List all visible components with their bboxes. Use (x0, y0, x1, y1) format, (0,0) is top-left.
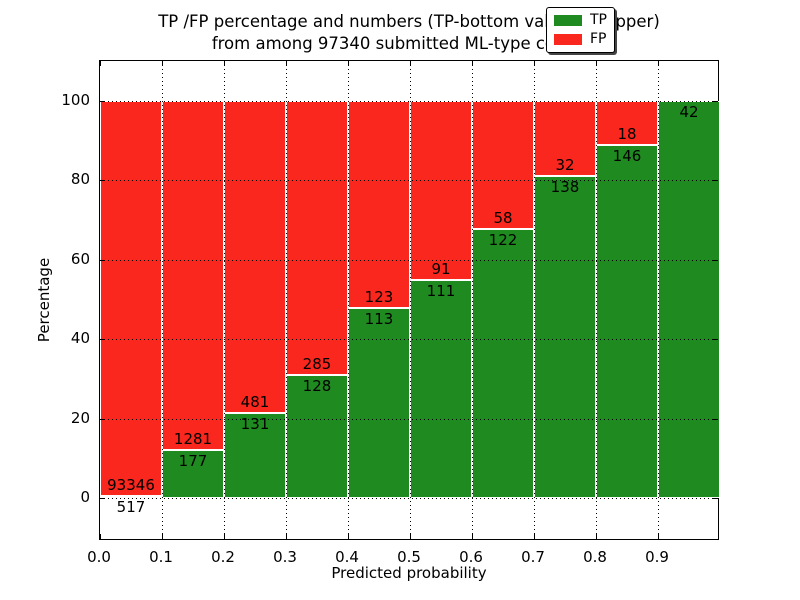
x-tick-label: 0.7 (521, 548, 545, 566)
x-tick-mark (162, 534, 163, 539)
v-gridline (162, 61, 163, 539)
legend-color-patch (554, 15, 582, 26)
x-tick-mark (410, 61, 411, 66)
x-tick-mark (534, 61, 535, 66)
x-tick-label: 0.8 (583, 548, 607, 566)
y-tick-label: 40 (70, 329, 90, 348)
chart-title-line-2: from among 97340 submitted ML-type conta… (211, 34, 607, 53)
x-tick-label: 0.5 (397, 548, 421, 566)
x-tick-mark (410, 534, 411, 539)
y-tick-mark (100, 418, 105, 420)
x-tick-label: 0.3 (273, 548, 297, 566)
x-tick-mark (348, 534, 349, 539)
bar-fp-segment (286, 101, 348, 375)
x-tick-mark (658, 61, 659, 66)
y-tick-mark (713, 418, 718, 420)
x-tick-mark (286, 534, 287, 539)
bar-tp-segment (658, 101, 720, 498)
y-tick-mark (713, 498, 718, 499)
bar-tp-segment (410, 279, 472, 498)
legend-item-label: TP (590, 12, 607, 28)
legend: TP FP (546, 7, 615, 53)
x-tick-label: 0.9 (645, 548, 669, 566)
x-tick-mark (348, 61, 349, 66)
x-tick-label: 0.2 (211, 548, 235, 566)
h-gridline (100, 259, 718, 261)
x-tick-mark (658, 534, 659, 539)
bar-fp-segment (472, 101, 534, 229)
y-tick-mark (713, 339, 718, 341)
v-gridline (534, 61, 535, 539)
x-tick-label: 0.0 (87, 548, 111, 566)
y-tick-mark (713, 180, 718, 182)
h-gridline (100, 180, 718, 182)
bar-tp-segment (100, 495, 162, 498)
bar-tp-segment (596, 144, 658, 498)
x-tick-mark (472, 534, 473, 539)
y-tick-label: 60 (70, 249, 90, 268)
x-tick-label: 0.4 (335, 548, 359, 566)
x-tick-label: 0.1 (149, 548, 173, 566)
bar-tp-segment (348, 307, 410, 498)
y-tick-label: 20 (70, 408, 90, 427)
x-tick-mark (596, 61, 597, 66)
x-tick-mark (534, 534, 535, 539)
v-gridline (348, 61, 349, 539)
x-tick-label: 0.6 (459, 548, 483, 566)
bar-tp-segment (162, 449, 224, 498)
y-tick-label: 0 (80, 488, 90, 506)
bar-tp-segment (224, 413, 286, 498)
bar-fp-segment (596, 101, 658, 145)
bar-tp-segment (472, 228, 534, 498)
x-tick-mark (162, 61, 163, 66)
legend-item: TP (554, 13, 607, 28)
x-tick-mark (596, 534, 597, 539)
y-tick-mark (713, 101, 718, 102)
plot-area: 93346 517 1281 177 481 131 285 128 123 113 91 111 58… (99, 60, 720, 540)
v-gridline (224, 61, 225, 539)
x-tick-mark (100, 61, 101, 66)
bar-fp-segment (534, 101, 596, 176)
y-tick-mark (100, 101, 105, 102)
x-tick-mark (100, 534, 101, 539)
v-gridline (596, 61, 597, 539)
h-gridline (100, 498, 718, 499)
bar-fp-segment (100, 101, 162, 496)
x-tick-mark (224, 534, 225, 539)
x-axis-label: Predicted probability (331, 564, 487, 582)
h-gridline (100, 418, 718, 420)
tp-count-label: 517 (116, 497, 146, 516)
y-tick-mark (100, 339, 105, 341)
bar-fp-segment (348, 101, 410, 308)
y-tick-label: 80 (70, 170, 90, 189)
legend-item: FP (554, 32, 607, 47)
legend-color-patch (554, 34, 582, 45)
bar-fp-segment (224, 101, 286, 414)
y-tick-label: 100 (61, 91, 90, 109)
y-tick-mark (100, 180, 105, 182)
y-tick-mark (100, 259, 105, 261)
x-tick-mark (472, 61, 473, 66)
chart-title-line-1: TP /FP percentage and numbers (TP-bottom… (158, 12, 660, 31)
v-gridline (658, 61, 659, 539)
v-gridline (286, 61, 287, 539)
bar-fp-segment (162, 101, 224, 450)
bar-tp-segment (534, 175, 596, 498)
v-gridline (410, 61, 411, 539)
x-tick-mark (286, 61, 287, 66)
v-gridline (472, 61, 473, 539)
bar-tp-segment (286, 374, 348, 498)
legend-item-label: FP (590, 31, 607, 47)
h-gridline (100, 101, 718, 102)
h-gridline (100, 339, 718, 341)
y-tick-mark (100, 498, 105, 499)
bar-fp-segment (410, 101, 472, 280)
y-tick-mark (713, 259, 718, 261)
x-tick-mark (224, 61, 225, 66)
